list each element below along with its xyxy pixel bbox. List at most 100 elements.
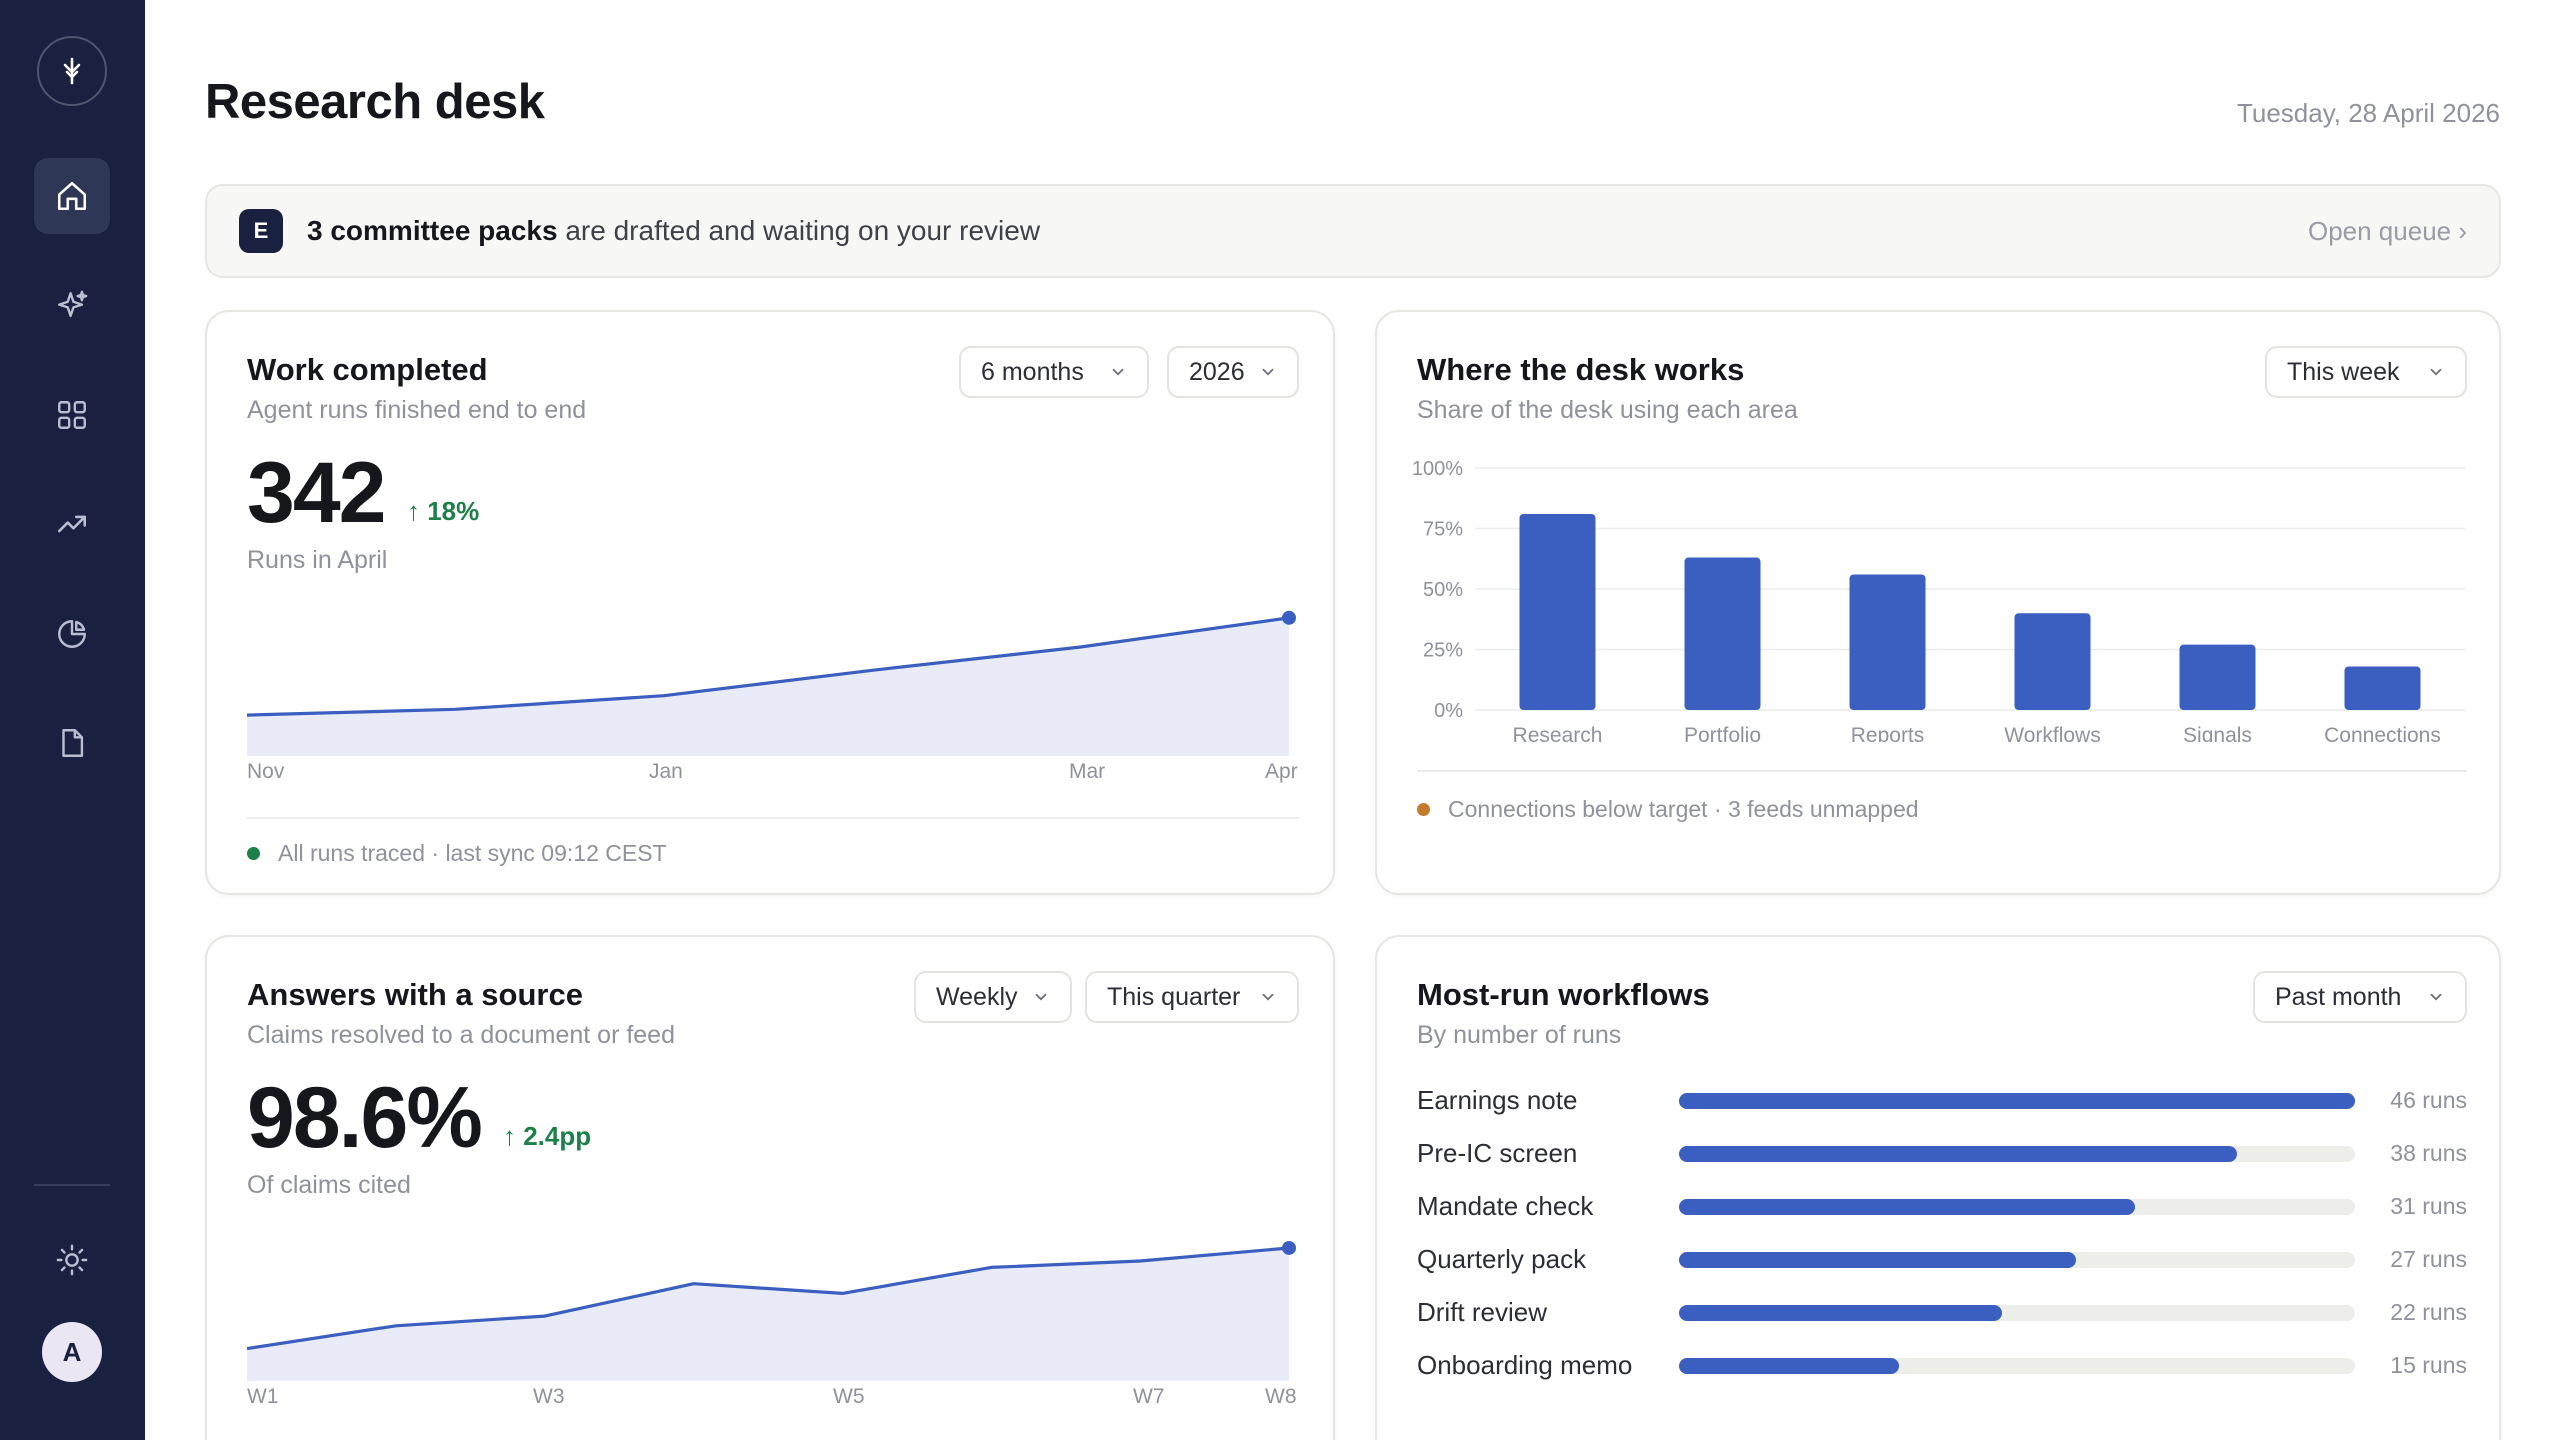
- workflow-bar-track: [1679, 1358, 2355, 1374]
- series-area: [247, 1248, 1289, 1381]
- card-subtitle: Agent runs finished end to end: [247, 396, 587, 424]
- chevron-down-icon: [1262, 368, 1274, 376]
- year-select[interactable]: 2026: [1167, 346, 1299, 398]
- workflow-bar-fill: [1679, 1305, 2003, 1321]
- quarter-select-value: This quarter: [1107, 982, 1241, 1011]
- settings-icon[interactable]: [34, 1222, 110, 1298]
- workflow-bar-track: [1679, 1093, 2355, 1109]
- open-queue-link[interactable]: Open queue ›: [2307, 215, 2467, 246]
- pie-icon[interactable]: [34, 596, 110, 672]
- workflow-bar-fill: [1679, 1093, 2355, 1109]
- bar-research: [1519, 513, 1596, 710]
- banner-count: 3 committee packs: [307, 215, 558, 246]
- range-select[interactable]: 6 months: [959, 346, 1149, 398]
- chevron-down-icon: [1035, 993, 1047, 1001]
- sync-status: All runs traced · last sync 09:12 CEST: [247, 840, 667, 867]
- period-select[interactable]: This week: [2265, 346, 2467, 398]
- workflow-name: Pre-IC screen: [1417, 1138, 1578, 1168]
- bar-connections: [2344, 666, 2421, 710]
- page-title: Research desk: [205, 75, 545, 129]
- workflow-bar-fill: [1679, 1358, 1900, 1374]
- runs-value: 342: [247, 445, 386, 541]
- data-point-latest: [1282, 1240, 1296, 1255]
- chevron-down-icon: [2430, 993, 2442, 1001]
- workflow-row[interactable]: Onboarding memo 15 runs: [1417, 1346, 2467, 1386]
- runs-area-chart: [247, 610, 1296, 756]
- workflow-bar-track: [1679, 1305, 2355, 1321]
- chevron-down-icon: [1112, 368, 1124, 376]
- x-tick-label: Nov: [247, 760, 285, 783]
- x-tick-label: Apr: [1265, 760, 1298, 783]
- workflow-bar-fill: [1679, 1199, 2135, 1215]
- banner-rest: are drafted and waiting on your review: [557, 215, 1041, 246]
- grid-icon[interactable]: [34, 377, 110, 453]
- card-divider: [247, 817, 1299, 819]
- workflow-name: Quarterly pack: [1417, 1244, 1587, 1274]
- workflow-bar-fill: [1679, 1252, 2076, 1268]
- trend-icon[interactable]: [34, 486, 110, 562]
- workflow-bar-fill: [1679, 1146, 2238, 1162]
- year-select-value: 2026: [1189, 357, 1245, 386]
- workflow-row[interactable]: Earnings note 46 runs: [1417, 1081, 2467, 1121]
- answers-source-card: Answers with a source Claims resolved to…: [205, 935, 1335, 1440]
- workflow-runs: 22 runs: [2390, 1299, 2467, 1325]
- x-tick-label: Mar: [1069, 760, 1106, 783]
- workflow-name: Drift review: [1417, 1297, 1548, 1327]
- data-point-latest: [1282, 610, 1296, 625]
- period-select[interactable]: Past month: [2253, 971, 2467, 1023]
- quarter-select[interactable]: This quarter: [1085, 971, 1299, 1023]
- series-line: [247, 616, 1290, 717]
- card-title: Answers with a source: [247, 977, 583, 1012]
- cited-area-chart: [247, 1240, 1296, 1381]
- x-tick-label: Connections: [2324, 724, 2441, 742]
- y-tick-label: 25%: [1423, 640, 1463, 662]
- card-subtitle: By number of runs: [1417, 1021, 1622, 1049]
- workflow-runs: 15 runs: [2390, 1352, 2467, 1378]
- x-tick-label: W5: [833, 1385, 865, 1408]
- logo-icon[interactable]: [37, 36, 107, 106]
- cited-delta: ↑ 2.4pp: [503, 1121, 592, 1151]
- x-tick-label: Reports: [1851, 724, 1925, 742]
- card-title: Where the desk works: [1417, 352, 1745, 387]
- workflow-name: Mandate check: [1417, 1191, 1594, 1221]
- sidebar-divider: [34, 1184, 110, 1186]
- sidebar: A: [0, 0, 145, 1440]
- bar-reports: [1849, 574, 1926, 710]
- x-tick-label: W8: [1265, 1385, 1297, 1408]
- bar-signals: [2179, 644, 2256, 710]
- workflow-runs: 27 runs: [2390, 1246, 2467, 1272]
- workflow-row[interactable]: Quarterly pack 27 runs: [1417, 1240, 2467, 1280]
- document-icon[interactable]: [34, 705, 110, 781]
- workflow-runs: 46 runs: [2390, 1087, 2467, 1113]
- x-tick-label: W1: [247, 1385, 279, 1408]
- workflow-bar-track: [1679, 1146, 2355, 1162]
- frequency-select[interactable]: Weekly: [914, 971, 1072, 1023]
- x-tick-label: Signals: [2183, 724, 2252, 742]
- x-tick-label: Portfolio: [1684, 724, 1761, 742]
- bar-workflows: [2014, 613, 2091, 710]
- runs-delta: ↑ 18%: [407, 496, 480, 526]
- cited-value: 98.6%: [247, 1070, 483, 1166]
- workflow-row[interactable]: Drift review 22 runs: [1417, 1293, 2467, 1333]
- avatar[interactable]: A: [42, 1322, 102, 1382]
- workflow-row[interactable]: Mandate check 31 runs: [1417, 1187, 2467, 1227]
- workflow-runs: 38 runs: [2390, 1140, 2467, 1166]
- desk-areas-card: Where the desk works Share of the desk u…: [1375, 310, 2501, 895]
- card-title: Most-run workflows: [1417, 977, 1710, 1012]
- period-select-value: Past month: [2275, 982, 2402, 1011]
- y-tick-label: 100%: [1412, 458, 1463, 480]
- sync-status-text: All runs traced · last sync 09:12 CEST: [278, 840, 667, 866]
- x-tick-label: Research: [1513, 724, 1603, 742]
- range-select-value: 6 months: [981, 357, 1084, 386]
- home-icon[interactable]: [34, 158, 110, 234]
- x-tick-label: Jan: [649, 760, 683, 783]
- review-banner: E 3 committee packs are drafted and wait…: [205, 184, 2501, 278]
- workflow-name: Earnings note: [1417, 1085, 1578, 1115]
- cited-caption: Of claims cited: [247, 1171, 411, 1199]
- sparkle-icon[interactable]: [34, 268, 110, 344]
- card-subtitle: Share of the desk using each area: [1417, 396, 1798, 424]
- workflow-row[interactable]: Pre-IC screen 38 runs: [1417, 1134, 2467, 1174]
- work-completed-card: Work completed Agent runs finished end t…: [205, 310, 1335, 895]
- workflow-name: Onboarding memo: [1417, 1350, 1633, 1380]
- warning-dot: [1417, 803, 1430, 816]
